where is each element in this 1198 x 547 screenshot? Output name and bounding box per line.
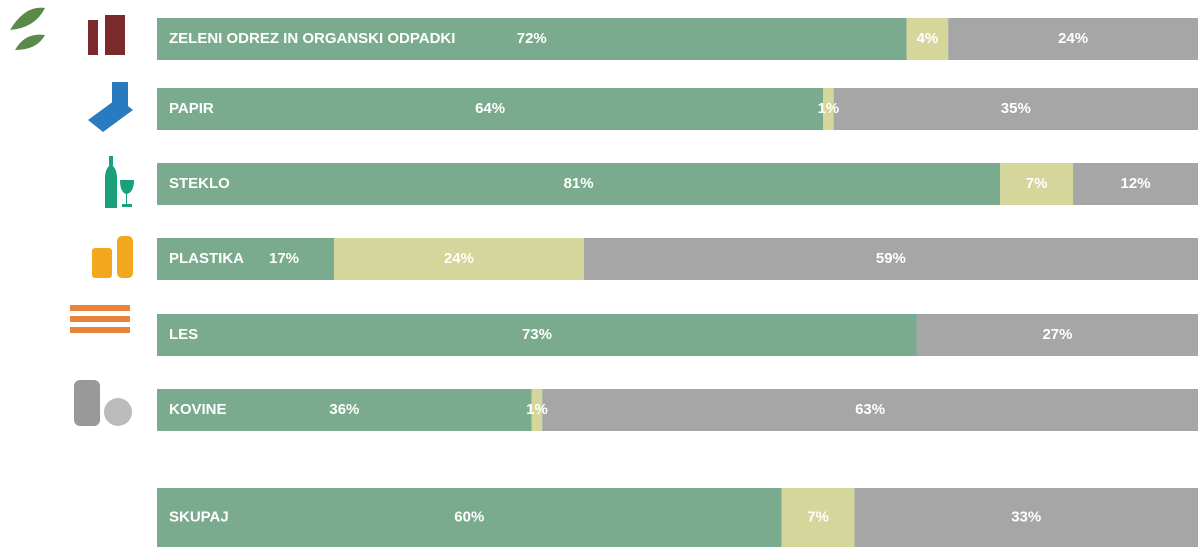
- plastic-bottle-icon: [117, 236, 133, 278]
- value-label: 24%: [1058, 30, 1088, 47]
- bar-segment: [531, 389, 543, 431]
- bar-segment: [1000, 163, 1074, 205]
- value-label: 81%: [564, 175, 594, 192]
- value-label: 33%: [1011, 508, 1041, 525]
- leaf-icon: [10, 7, 45, 50]
- value-label: 64%: [475, 100, 505, 117]
- can-icon: [74, 380, 100, 426]
- value-label: 36%: [329, 401, 359, 418]
- bar-segment: [157, 488, 782, 547]
- value-label: 63%: [855, 401, 885, 418]
- category-label: ZELENI ODREZ IN ORGANSKI ODPADKI: [169, 30, 455, 47]
- value-label: 27%: [1042, 326, 1072, 343]
- bar-segment: [157, 314, 917, 356]
- bar-segment: [333, 238, 584, 280]
- value-label: 17%: [269, 250, 299, 267]
- value-label: 24%: [444, 250, 474, 267]
- value-label: 73%: [522, 326, 552, 343]
- paper-box-icon: [112, 82, 128, 112]
- category-label: LES: [169, 326, 198, 343]
- bar-segment: [854, 488, 1198, 547]
- value-label: 60%: [454, 508, 484, 525]
- bar-segment: [1073, 163, 1198, 205]
- category-label: STEKLO: [169, 175, 230, 192]
- bar-segment: [157, 88, 824, 130]
- bar-segment: [916, 314, 1198, 356]
- value-label: 1%: [818, 100, 840, 117]
- bar-segment: [542, 389, 1198, 431]
- bar-segment: [948, 18, 1198, 60]
- bar-segment: [157, 238, 334, 280]
- bar-segment: [833, 88, 1198, 130]
- bar-segment: [157, 18, 907, 60]
- bar-segment: [583, 238, 1198, 280]
- value-label: 72%: [517, 30, 547, 47]
- value-label: 7%: [807, 508, 829, 525]
- value-label: 7%: [1026, 175, 1048, 192]
- plastic-icon: [92, 248, 112, 278]
- icons: [10, 7, 134, 426]
- value-label: 12%: [1121, 175, 1151, 192]
- value-label: 4%: [916, 30, 938, 47]
- bar-segment: [781, 488, 855, 547]
- bottle-icon: [105, 156, 117, 208]
- glass-icon: [120, 180, 134, 207]
- wood-icon: [70, 305, 130, 333]
- bar-segment: [157, 163, 1001, 205]
- can-end-icon: [104, 398, 132, 426]
- bar-segment: [157, 389, 532, 431]
- category-label: SKUPAJ: [169, 508, 229, 525]
- value-label: 35%: [1001, 100, 1031, 117]
- bar-segment: [823, 88, 834, 130]
- value-label: 1%: [526, 401, 548, 418]
- organic-icon: [88, 15, 125, 55]
- category-label: KOVINE: [169, 401, 227, 418]
- category-label: PAPIR: [169, 100, 214, 117]
- category-label: PLASTIKA: [169, 250, 244, 267]
- bar-segment: [906, 18, 949, 60]
- value-label: 59%: [876, 250, 906, 267]
